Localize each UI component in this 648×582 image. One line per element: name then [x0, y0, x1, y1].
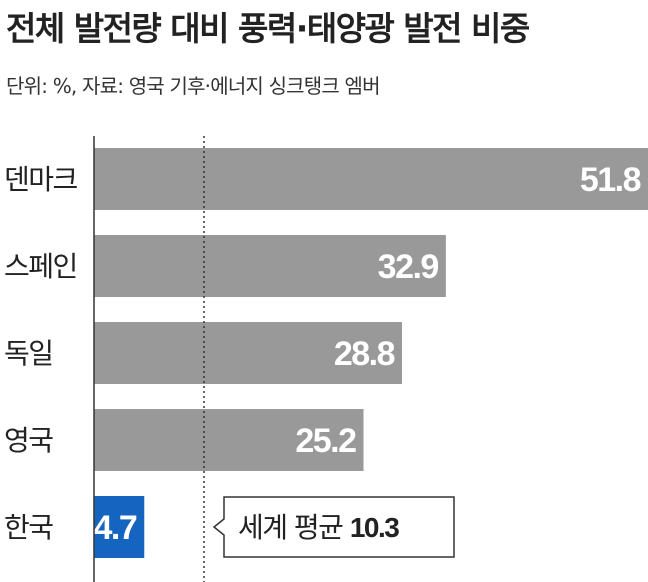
world-average-callout: 세계 평균 10.3 [212, 496, 455, 558]
chart-title: 전체 발전량 대비 풍력·태양광 발전 비중 [6, 9, 530, 48]
world-average-label: 세계 평균 [238, 511, 350, 544]
value-label: 28.8 [334, 335, 395, 373]
value-label: 25.2 [295, 422, 356, 460]
bar-한국 [94, 496, 145, 558]
category-label: 한국 [4, 511, 53, 544]
category-label: 독일 [4, 337, 53, 370]
world-average-value: 10.3 [350, 512, 399, 543]
value-label: 51.8 [580, 161, 641, 199]
category-label: 영국 [4, 424, 53, 457]
bar-영국 [94, 409, 364, 471]
world-average-callout-box [212, 496, 455, 558]
chart-subtitle: 단위: %, 자료: 영국 기후·에너지 싱크탱크 엠버 [6, 74, 381, 98]
bar-덴마크 [94, 148, 648, 210]
category-label: 스페인 [4, 250, 77, 283]
bar-스페인 [94, 235, 446, 297]
category-label: 덴마크 [4, 163, 78, 196]
world-average-callout-text: 세계 평균 10.3 [238, 511, 399, 544]
value-label: 4.7 [94, 509, 137, 547]
value-label: 32.9 [378, 248, 439, 286]
bar-독일 [94, 322, 403, 384]
